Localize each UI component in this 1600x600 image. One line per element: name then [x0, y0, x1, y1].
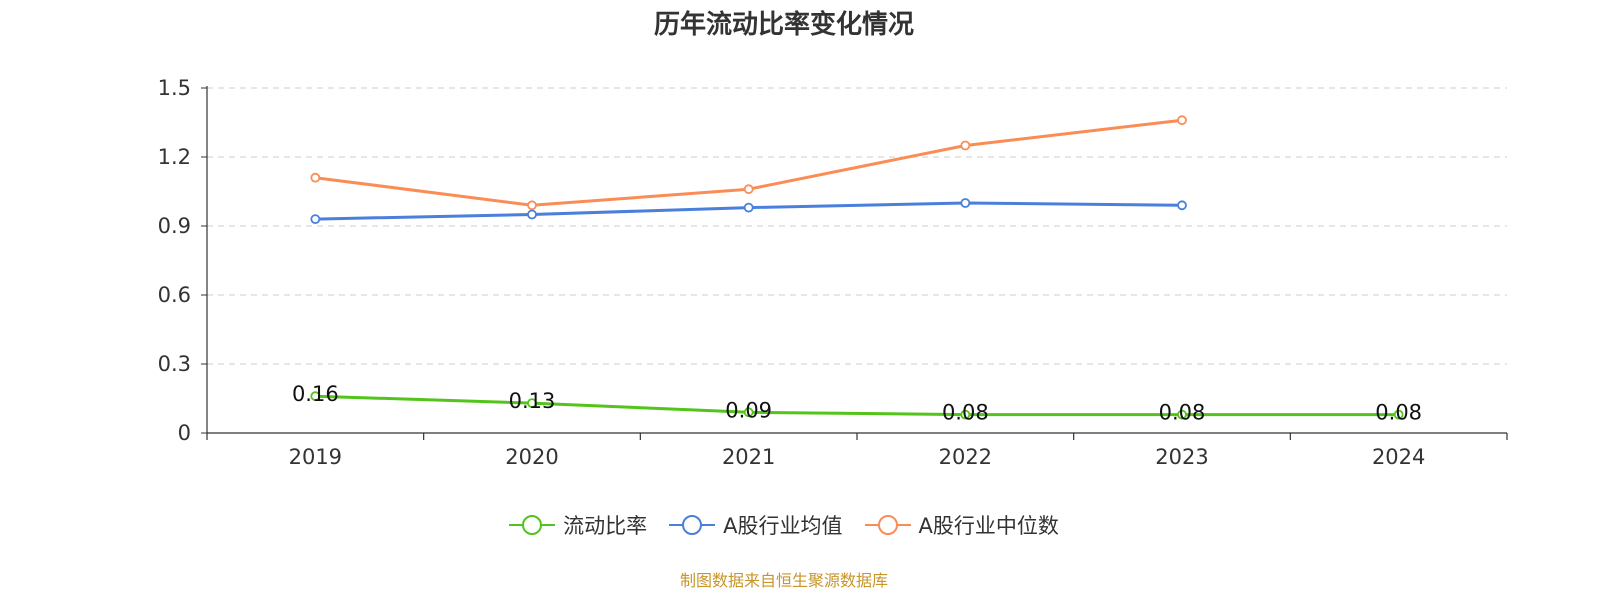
y-tick-label: 0.6 [158, 283, 191, 307]
data-point [1177, 409, 1187, 420]
data-point [310, 214, 321, 225]
legend-label: A股行业中位数 [918, 514, 1059, 538]
data-point [527, 398, 537, 409]
data-point [743, 184, 754, 195]
legend-marker-icon [864, 515, 911, 535]
x-tick-label: 2019 [289, 445, 342, 469]
legend-label: A股行业均值 [723, 514, 843, 538]
y-tick-label: 0.3 [158, 352, 191, 376]
y-tick-label: 1.2 [158, 145, 191, 169]
legend-item-industry-mean[interactable]: A股行业均值 [669, 510, 843, 540]
y-tick-label: 0.9 [158, 214, 191, 238]
x-tick-label: 2024 [1372, 445, 1425, 469]
data-point [310, 172, 321, 183]
x-tick-label: 2021 [722, 445, 775, 469]
legend: 流动比率 A股行业均值 A股行业中位数 [0, 510, 1568, 540]
data-label: 0.13 [509, 389, 556, 413]
line-chart: 0 0.3 0.6 0.9 1.2 1.5 2019 2020 2021 2022 2023 2024… [158, 76, 1508, 469]
data-point [743, 407, 754, 418]
data-point [310, 391, 321, 402]
data-point [1393, 409, 1404, 420]
data-label: 0.08 [1375, 401, 1422, 425]
chart-title: 历年流动比率变化情况 [653, 10, 914, 40]
data-label: 0.08 [942, 401, 989, 425]
legend-label: 流动比率 [563, 514, 648, 538]
data-point [1177, 115, 1187, 126]
data-label: 0.08 [1159, 401, 1206, 425]
x-tick-label: 2022 [939, 445, 992, 469]
data-source-note: 制图数据来自恒生聚源数据库 [679, 571, 888, 590]
data-label: 0.16 [292, 382, 339, 406]
y-tick-label: 1.5 [158, 76, 191, 100]
data-label: 0.09 [725, 398, 772, 422]
legend-item-current-ratio[interactable]: 流动比率 [509, 510, 647, 540]
series-line [315, 394, 1399, 417]
data-point [527, 200, 537, 211]
legend-item-industry-median[interactable]: A股行业中位数 [864, 510, 1059, 540]
data-point [960, 198, 971, 208]
legend-marker-icon [669, 515, 716, 535]
data-point [743, 202, 754, 213]
data-point [960, 409, 971, 420]
x-tick-label: 2020 [505, 445, 558, 469]
data-point [527, 209, 537, 220]
data-point [1177, 200, 1187, 211]
y-tick-label: 0 [178, 421, 191, 445]
legend-marker-icon [509, 515, 556, 535]
data-point [960, 140, 971, 151]
x-tick-label: 2023 [1155, 445, 1208, 469]
